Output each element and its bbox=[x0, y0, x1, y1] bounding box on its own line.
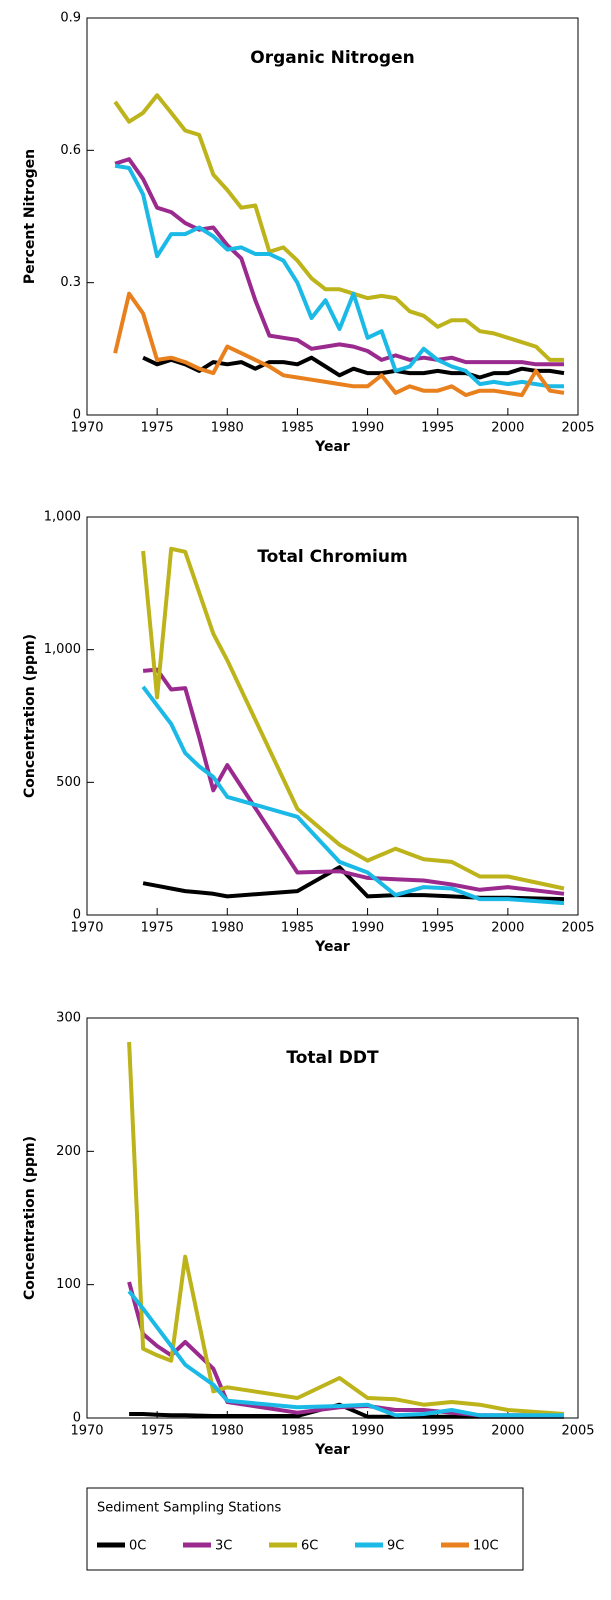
legend-label: 6C bbox=[301, 1539, 318, 1554]
y-tick-label: 0.9 bbox=[60, 11, 81, 26]
x-tick-label: 2000 bbox=[491, 921, 524, 936]
plot-frame bbox=[86, 1017, 579, 1419]
legend-label: 0C bbox=[129, 1539, 146, 1554]
x-axis-label: Year bbox=[314, 939, 350, 955]
x-axis-label: Year bbox=[314, 1442, 350, 1458]
x-tick-label: 1990 bbox=[351, 421, 384, 436]
series-line bbox=[142, 667, 565, 896]
x-axis-label: Year bbox=[314, 439, 350, 455]
legend-label: 9C bbox=[387, 1539, 404, 1554]
legend-label: 3C bbox=[215, 1539, 232, 1554]
y-tick-label: 0.6 bbox=[60, 143, 81, 158]
x-tick-label: 1970 bbox=[70, 921, 103, 936]
x-tick-label: 1995 bbox=[421, 421, 454, 436]
legend-label: 10C bbox=[473, 1539, 499, 1554]
x-tick-label: 1975 bbox=[141, 421, 174, 436]
series-line bbox=[141, 685, 565, 906]
y-tick-label: 500 bbox=[56, 775, 81, 790]
y-tick-label: 200 bbox=[56, 1144, 81, 1159]
x-tick-label: 2005 bbox=[561, 921, 594, 936]
x-tick-label: 1985 bbox=[281, 421, 314, 436]
y-tick-label: 1,000 bbox=[44, 642, 81, 657]
chart-title: Total Chromium bbox=[257, 547, 407, 567]
y-tick-label: 100 bbox=[56, 1277, 81, 1292]
y-axis-label: Concentration (ppm) bbox=[22, 634, 38, 798]
x-tick-label: 1985 bbox=[281, 1424, 314, 1439]
y-axis-label: Concentration (ppm) bbox=[22, 1136, 38, 1300]
series-line bbox=[141, 546, 565, 891]
plot-frame bbox=[86, 17, 579, 416]
x-tick-label: 2000 bbox=[491, 1424, 524, 1439]
chart-title: Total DDT bbox=[286, 1048, 379, 1068]
series-line bbox=[113, 93, 564, 362]
x-tick-label: 1995 bbox=[421, 921, 454, 936]
series-line bbox=[142, 355, 565, 380]
y-tick-label: 0.3 bbox=[60, 275, 81, 290]
y-tick-label: 1,000 bbox=[44, 510, 81, 525]
series-line bbox=[114, 157, 564, 367]
x-tick-label: 1980 bbox=[211, 421, 244, 436]
legend-title: Sediment Sampling Stations bbox=[97, 1501, 281, 1516]
x-tick-label: 1980 bbox=[211, 921, 244, 936]
legend-box bbox=[86, 1487, 524, 1571]
x-tick-label: 1995 bbox=[421, 1424, 454, 1439]
series-line bbox=[127, 1041, 565, 1416]
plot-frame bbox=[86, 516, 579, 916]
x-tick-label: 1985 bbox=[281, 921, 314, 936]
x-tick-label: 2005 bbox=[561, 1424, 594, 1439]
series-line bbox=[114, 163, 564, 389]
x-tick-label: 1975 bbox=[141, 921, 174, 936]
series-line bbox=[142, 865, 565, 902]
series-line bbox=[113, 291, 565, 398]
x-tick-label: 1980 bbox=[211, 1424, 244, 1439]
x-tick-label: 1970 bbox=[70, 421, 103, 436]
y-tick-label: 300 bbox=[56, 1011, 81, 1026]
x-tick-label: 1990 bbox=[351, 1424, 384, 1439]
chart-title: Organic Nitrogen bbox=[250, 48, 414, 68]
y-axis-label: Percent Nitrogen bbox=[22, 149, 38, 284]
series-line bbox=[127, 1290, 564, 1418]
y-tick-label: 0 bbox=[73, 908, 81, 923]
x-tick-label: 2005 bbox=[561, 421, 594, 436]
y-tick-label: 0 bbox=[73, 1411, 81, 1426]
x-tick-label: 1975 bbox=[141, 1424, 174, 1439]
y-tick-label: 0 bbox=[73, 408, 81, 423]
x-tick-label: 1970 bbox=[70, 1424, 103, 1439]
x-tick-label: 2000 bbox=[491, 421, 524, 436]
x-tick-label: 1990 bbox=[351, 921, 384, 936]
